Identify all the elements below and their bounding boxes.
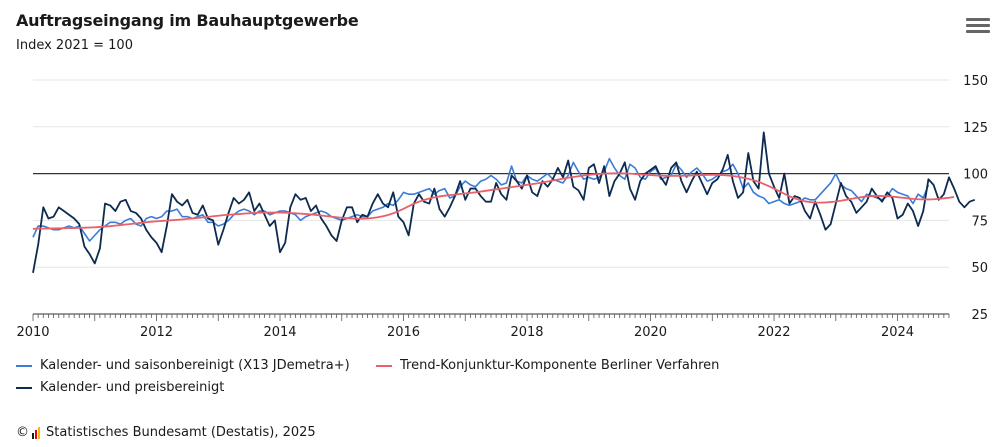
- y-tick-label: 150: [963, 74, 988, 89]
- chart-series: [32, 131, 976, 273]
- y-tick-label: 50: [971, 261, 988, 276]
- series-preisbereinigt[interactable]: [32, 131, 976, 273]
- series-trend[interactable]: [32, 172, 955, 230]
- legend-item-saisonbereinigt[interactable]: Kalender- und saisonbereinigt (X13 JDeme…: [16, 358, 350, 373]
- y-axis: 25 50 75 100 125 150: [963, 74, 988, 323]
- x-tick-label: 2010: [16, 325, 49, 340]
- y-tick-label: 75: [971, 214, 988, 229]
- legend-label: Kalender- und preisbereinigt: [40, 380, 225, 395]
- y-tick-label: 125: [963, 121, 988, 136]
- x-tick-label: 2018: [510, 325, 543, 340]
- legend-item-trend[interactable]: Trend-Konjunktur-Komponente Berliner Ver…: [376, 358, 719, 373]
- y-tick-label: 25: [971, 308, 988, 323]
- chart-gridlines: [33, 79, 949, 268]
- x-tick-label: 2012: [140, 325, 173, 340]
- chart-subtitle: Index 2021 = 100: [16, 38, 133, 53]
- x-tick-label: 2024: [881, 325, 914, 340]
- legend-item-preisbereinigt[interactable]: Kalender- und preisbereinigt: [16, 380, 224, 395]
- destatis-logo-icon: [32, 426, 41, 439]
- line-chart: 25 50 75 100 125 150 2010 2012 2014 2016 2018 2020…: [16, 74, 988, 340]
- hamburger-menu-icon[interactable]: [966, 18, 990, 38]
- legend-swatch: [376, 364, 392, 367]
- chart-title: Auftragseingang im Bauhauptgewerbe: [16, 11, 359, 30]
- copyright-symbol: ©: [16, 425, 29, 440]
- source-footer: © Statistisches Bundesamt (Destatis), 20…: [16, 425, 316, 440]
- legend-swatch: [16, 386, 32, 389]
- x-tick-label: 2014: [263, 325, 296, 340]
- legend-label: Trend-Konjunktur-Komponente Berliner Ver…: [400, 358, 720, 373]
- x-tick-label: 2020: [634, 325, 667, 340]
- x-tick-label: 2022: [757, 325, 790, 340]
- source-text: Statistisches Bundesamt (Destatis), 2025: [46, 425, 316, 440]
- series-saisonbereinigt[interactable]: [32, 157, 930, 242]
- x-tick-label: 2016: [387, 325, 420, 340]
- legend-label: Kalender- und saisonbereinigt (X13 JDeme…: [40, 358, 350, 373]
- y-tick-label: 100: [963, 168, 988, 183]
- legend-swatch: [16, 364, 32, 367]
- x-axis: 2010 2012 2014 2016 2018 2020 2022 2024: [16, 313, 950, 340]
